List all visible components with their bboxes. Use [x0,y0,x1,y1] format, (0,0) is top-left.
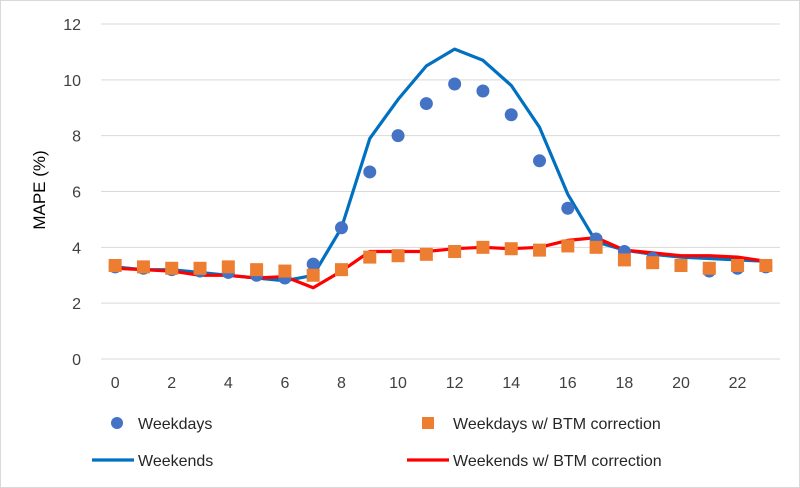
x-tick-label: 20 [672,375,690,392]
weekdays-btm-point [419,247,433,261]
x-tick-label: 2 [167,375,176,392]
legend-marker-circle [111,417,123,429]
weekdays-btm-point [278,264,292,278]
y-tick-label: 2 [72,296,81,313]
weekdays-btm-point [221,260,235,274]
x-tick-label: 10 [389,375,407,392]
weekdays-point [561,201,575,215]
weekdays-btm-point [306,268,320,282]
weekdays-btm-point [476,240,490,254]
x-tick-label: 22 [729,375,747,392]
weekdays-btm-point [193,261,207,275]
weekdays-point [476,84,490,98]
x-tick-labels: 0 2 4 6 8 10 12 14 16 18 20 22 [111,375,747,392]
y-tick-label: 10 [63,73,81,90]
y-tick-label: 0 [72,352,81,369]
series-line-2 [113,47,768,283]
legend-label: Weekends w/ BTM correction [453,453,662,470]
series-lines [113,47,768,290]
legend-label: Weekends [138,453,213,470]
series-line-3 [113,236,768,290]
weekdays-btm-point [674,258,688,272]
legend-label: Weekdays w/ BTM correction [453,416,661,433]
x-tick-label: 8 [337,375,346,392]
weekdays-point [391,129,405,143]
weekdays-btm-point [165,261,179,275]
y-tick-labels: 0 2 4 6 8 10 12 [63,17,81,369]
gridlines [101,23,780,304]
weekdays-point [448,77,462,91]
weekdays-btm-point [561,239,575,253]
weekdays-btm-point [617,253,631,267]
y-tick-label: 6 [72,185,81,202]
legend: Weekdays Weekdays w/ BTM correction Weeken… [92,416,662,470]
weekdays-btm-point [702,261,716,275]
x-tick-label: 16 [559,375,577,392]
weekdays-btm-point [504,242,518,256]
x-tick-label: 4 [224,375,233,392]
series-markers [108,77,773,285]
weekdays-btm-point [646,256,660,270]
y-axis-title: MAPE (%) [30,150,49,229]
weekdays-btm-point [363,250,377,264]
weekdays-point [306,257,320,271]
weekdays-btm-point [731,258,745,272]
weekdays-btm-point [250,263,264,277]
weekdays-btm-point [136,260,150,274]
weekdays-point [334,221,348,235]
x-tick-label: 12 [446,375,464,392]
x-tick-label: 18 [615,375,633,392]
legend-marker-square [422,417,434,429]
weekdays-btm-point [448,245,462,259]
weekdays-point [419,97,433,111]
weekdays-point [504,108,518,122]
weekdays-point [363,165,377,179]
x-tick-label: 6 [280,375,289,392]
weekdays-btm-point [759,258,773,272]
weekdays-btm-point [108,258,122,272]
y-tick-label: 8 [72,129,81,146]
x-tick-label: 0 [111,375,120,392]
weekdays-btm-point [391,249,405,263]
weekdays-btm-point [533,243,547,257]
weekdays-point [533,154,547,168]
x-tick-label: 14 [502,375,520,392]
weekdays-btm-point [334,263,348,277]
legend-label: Weekdays [138,416,212,433]
y-tick-label: 12 [63,17,81,34]
y-tick-label: 4 [72,240,81,257]
weekdays-btm-point [589,240,603,254]
